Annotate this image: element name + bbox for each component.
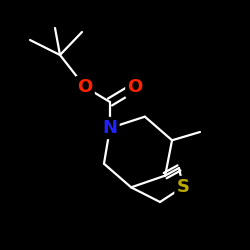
Text: O: O — [128, 78, 142, 96]
Text: O: O — [78, 78, 92, 96]
Text: S: S — [176, 178, 190, 196]
Text: N: N — [102, 119, 118, 137]
